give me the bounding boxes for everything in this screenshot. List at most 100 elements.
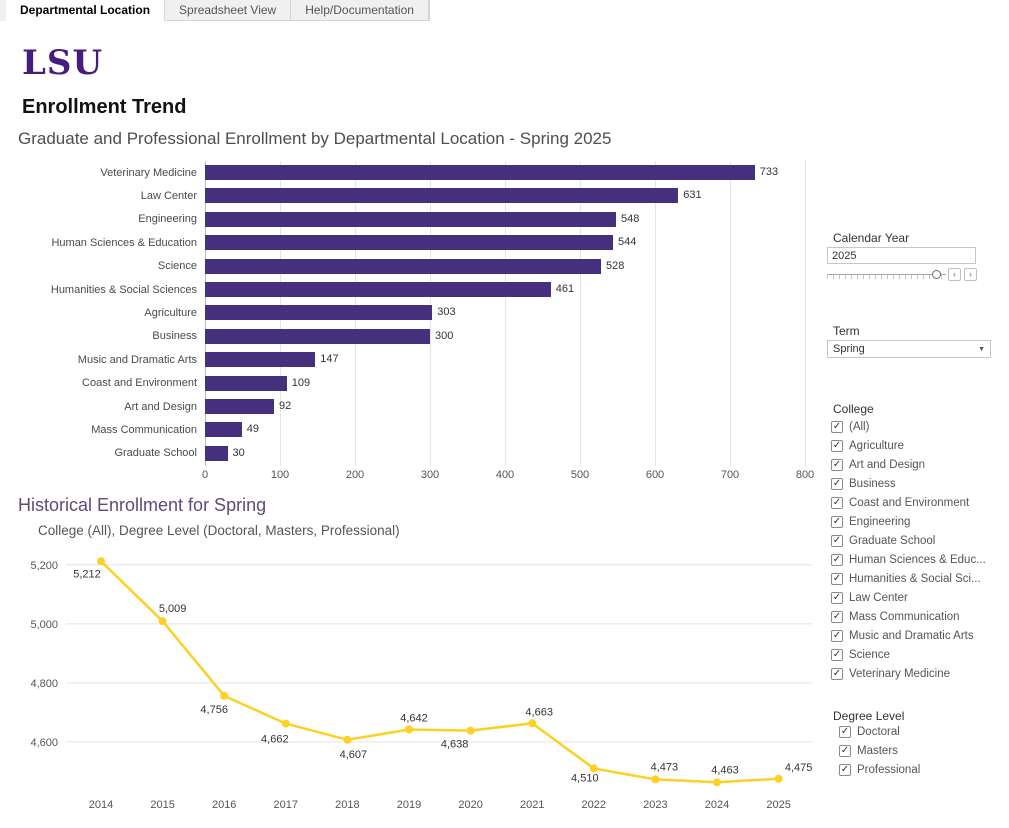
term-selected-value: Spring — [833, 343, 865, 355]
checkbox[interactable]: ✓ — [839, 744, 851, 757]
bar[interactable] — [205, 328, 430, 344]
checkbox-item-humanities-social-sci[interactable]: ✓ Humanities & Social Sci... — [831, 569, 986, 588]
checkbox[interactable]: ✓ — [831, 648, 843, 661]
y-axis-tick-label: 5,000 — [30, 619, 58, 631]
y-axis-tick-label: 4,800 — [30, 678, 58, 690]
bar[interactable] — [205, 188, 679, 204]
data-point[interactable] — [774, 774, 783, 783]
checkbox[interactable]: ✓ — [831, 458, 843, 471]
checkbox-item-business[interactable]: ✓ Business — [831, 474, 986, 493]
calendar-year-slider[interactable] — [827, 269, 946, 282]
checkbox[interactable]: ✓ — [839, 725, 851, 738]
checkbox-label: Masters — [857, 744, 898, 757]
checkbox-item-mass-communication[interactable]: ✓ Mass Communication — [831, 607, 986, 626]
data-point-label: 4,642 — [400, 712, 428, 724]
bar[interactable] — [205, 422, 242, 438]
bar[interactable] — [205, 211, 616, 227]
checkbox-item-graduate-school[interactable]: ✓ Graduate School — [831, 531, 986, 550]
bar[interactable] — [205, 165, 755, 180]
checkbox[interactable]: ✓ — [831, 439, 843, 452]
bar[interactable] — [205, 235, 613, 251]
calendar-year-input[interactable] — [827, 247, 976, 264]
x-axis-tick-label: 2018 — [335, 799, 359, 811]
term-dropdown[interactable]: Spring ▼ — [827, 340, 991, 358]
data-point-label: 5,009 — [159, 603, 187, 615]
data-point[interactable] — [281, 719, 290, 728]
checkbox[interactable]: ✓ — [831, 553, 843, 566]
bar-row: Business 300 — [0, 325, 805, 348]
checkbox[interactable]: ✓ — [831, 572, 843, 585]
bar-track: 631 — [205, 184, 805, 207]
checkbox[interactable]: ✓ — [831, 477, 843, 490]
bar[interactable] — [205, 281, 551, 297]
checkbox[interactable]: ✓ — [831, 610, 843, 623]
data-point[interactable] — [405, 725, 413, 734]
bar-category-label: Humanities & Social Sciences — [50, 283, 197, 296]
checkbox[interactable]: ✓ — [831, 667, 843, 680]
bar[interactable] — [205, 258, 601, 274]
slider-next-button[interactable]: › — [964, 268, 977, 281]
checkbox-item-music-and-dramatic-arts[interactable]: ✓ Music and Dramatic Arts — [831, 626, 986, 645]
bar-row: Art and Design 92 — [0, 395, 805, 418]
bar-track: 92 — [205, 395, 805, 418]
bar-value-label: 528 — [606, 259, 625, 272]
trend-line[interactable] — [100, 560, 779, 784]
x-axis-tick-label: 2024 — [705, 799, 729, 811]
bar[interactable] — [205, 352, 316, 368]
checkbox[interactable]: ✓ — [831, 515, 843, 528]
bar-category-label: Coast and Environment — [82, 377, 197, 390]
chevron-down-icon[interactable]: ▼ — [978, 345, 985, 353]
data-point[interactable] — [97, 557, 105, 566]
tab-departmental-location[interactable]: Departmental Location — [6, 0, 166, 21]
data-point[interactable] — [158, 617, 167, 626]
checkbox-item-veterinary-medicine[interactable]: ✓ Veterinary Medicine — [831, 664, 986, 683]
checkbox[interactable]: ✓ — [831, 496, 843, 509]
data-point[interactable] — [528, 719, 537, 728]
checkbox-item-agriculture[interactable]: ✓ Agriculture — [831, 436, 986, 455]
bar-value-label: 49 — [246, 423, 259, 436]
x-axis-tick-label: 2023 — [643, 799, 667, 811]
checkbox-item-science[interactable]: ✓ Science — [831, 645, 986, 664]
checkbox-item-coast-and-environment[interactable]: ✓ Coast and Environment — [831, 493, 986, 512]
checkbox-item-doctoral[interactable]: ✓ Doctoral — [839, 722, 920, 741]
enrollment-bar-chart: Veterinary Medicine 733 Law Center 631 Engin… — [0, 161, 814, 491]
data-point[interactable] — [651, 775, 660, 784]
bar[interactable] — [205, 375, 287, 391]
checkbox[interactable]: ✓ — [839, 763, 851, 776]
data-point[interactable] — [713, 778, 721, 787]
bar-track: 49 — [205, 418, 805, 441]
data-point-label: 4,607 — [340, 749, 368, 761]
checkbox[interactable]: ✓ — [831, 591, 843, 604]
bar[interactable] — [205, 445, 228, 461]
slider-handle[interactable] — [932, 270, 941, 279]
checkbox-item-human-sciences-educ[interactable]: ✓ Human Sciences & Educ... — [831, 550, 986, 569]
bar-category-label: Mass Communication — [91, 423, 197, 436]
data-point[interactable] — [343, 735, 352, 744]
y-axis-tick-label: 4,600 — [30, 737, 58, 749]
checkbox[interactable]: ✓ — [831, 534, 843, 547]
x-axis-tick-label: 2022 — [582, 799, 606, 811]
checkbox-item-engineering[interactable]: ✓ Engineering — [831, 512, 986, 531]
bar[interactable] — [205, 305, 433, 321]
checkbox-item-law-center[interactable]: ✓ Law Center — [831, 588, 986, 607]
lsu-logo: LSU — [22, 43, 104, 83]
slider-prev-button[interactable]: ‹ — [948, 268, 961, 281]
data-point[interactable] — [589, 764, 598, 773]
checkbox[interactable]: ✓ — [831, 629, 843, 642]
gridline — [580, 161, 581, 466]
checkbox-label: Humanities & Social Sci... — [849, 572, 981, 585]
checkbox-item-all[interactable]: ✓ (All) — [831, 417, 986, 436]
checkbox-item-art-and-design[interactable]: ✓ Art and Design — [831, 455, 986, 474]
tab-spreadsheet-view[interactable]: Spreadsheet View — [165, 0, 292, 21]
bar-row: Human Sciences & Education 544 — [0, 231, 805, 254]
bar-track: 461 — [205, 278, 805, 301]
checkbox[interactable]: ✓ — [831, 420, 843, 433]
data-point[interactable] — [466, 726, 475, 735]
checkbox-item-professional[interactable]: ✓ Professional — [839, 760, 920, 779]
checkbox-label: Coast and Environment — [849, 496, 970, 509]
gridline — [730, 161, 731, 466]
data-point[interactable] — [220, 691, 229, 700]
bar[interactable] — [205, 398, 274, 414]
checkbox-item-masters[interactable]: ✓ Masters — [839, 741, 920, 760]
tab-help-documentation[interactable]: Help/Documentation — [291, 0, 429, 21]
